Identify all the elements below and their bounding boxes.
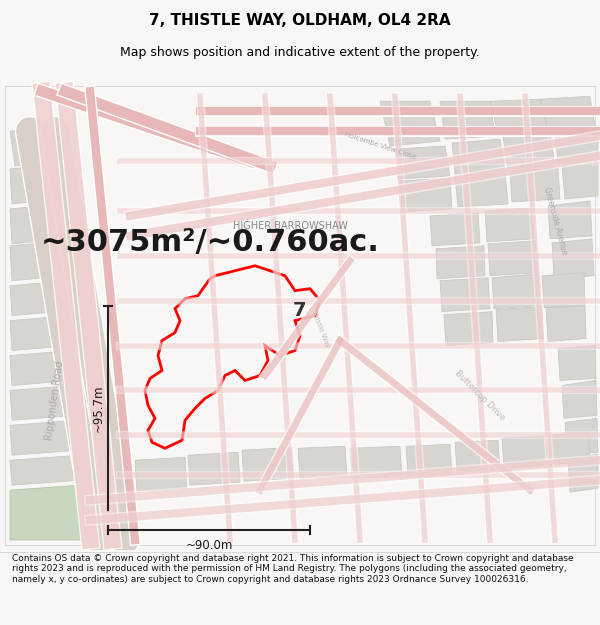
Polygon shape	[562, 163, 598, 199]
Polygon shape	[10, 351, 74, 386]
Polygon shape	[10, 126, 60, 166]
Polygon shape	[80, 462, 132, 495]
Text: Ripponden Road: Ripponden Road	[44, 360, 65, 441]
Text: HIGHER BARROWSHAW: HIGHER BARROWSHAW	[233, 221, 347, 231]
Polygon shape	[490, 99, 548, 133]
Polygon shape	[10, 455, 80, 485]
Polygon shape	[298, 446, 347, 478]
Polygon shape	[452, 139, 505, 174]
Polygon shape	[548, 201, 592, 239]
Polygon shape	[10, 281, 70, 316]
Text: Buttercup Drive: Buttercup Drive	[453, 369, 507, 423]
Polygon shape	[496, 307, 543, 341]
Polygon shape	[135, 458, 187, 491]
Polygon shape	[10, 164, 62, 204]
Polygon shape	[548, 432, 590, 464]
Text: 7, THISTLE WAY, OLDHAM, OL4 2RA: 7, THISTLE WAY, OLDHAM, OL4 2RA	[149, 12, 451, 28]
Polygon shape	[542, 272, 585, 308]
Polygon shape	[350, 446, 402, 478]
Polygon shape	[488, 241, 537, 276]
Polygon shape	[510, 168, 560, 202]
Text: 7: 7	[293, 301, 307, 320]
Polygon shape	[565, 418, 598, 455]
Text: Greenside Avenue: Greenside Avenue	[542, 186, 568, 256]
Polygon shape	[10, 204, 65, 244]
Polygon shape	[188, 452, 240, 485]
Polygon shape	[440, 101, 495, 139]
Text: Holcombe View Close: Holcombe View Close	[343, 132, 416, 161]
Polygon shape	[444, 312, 493, 346]
Text: ~95.7m: ~95.7m	[91, 384, 104, 432]
Polygon shape	[485, 208, 534, 242]
Polygon shape	[10, 386, 76, 421]
Text: Thistle Way: Thistle Way	[310, 309, 331, 348]
Polygon shape	[492, 274, 540, 309]
Polygon shape	[546, 306, 586, 341]
Polygon shape	[562, 381, 597, 418]
Polygon shape	[455, 173, 508, 207]
Polygon shape	[242, 448, 294, 481]
Polygon shape	[430, 213, 480, 246]
Polygon shape	[503, 133, 555, 169]
Polygon shape	[400, 178, 452, 212]
Polygon shape	[406, 444, 452, 476]
Text: ~90.0m: ~90.0m	[185, 539, 233, 551]
FancyBboxPatch shape	[5, 86, 595, 545]
Polygon shape	[540, 96, 595, 131]
Polygon shape	[395, 146, 450, 179]
Polygon shape	[10, 241, 68, 281]
Polygon shape	[10, 316, 72, 351]
Polygon shape	[502, 436, 547, 468]
Polygon shape	[436, 246, 485, 279]
Polygon shape	[568, 454, 598, 492]
Text: Map shows position and indicative extent of the property.: Map shows position and indicative extent…	[120, 46, 480, 59]
Text: Contains OS data © Crown copyright and database right 2021. This information is : Contains OS data © Crown copyright and d…	[12, 554, 574, 584]
Polygon shape	[10, 421, 78, 455]
Polygon shape	[380, 101, 440, 146]
Polygon shape	[10, 485, 100, 540]
Polygon shape	[558, 346, 596, 381]
Polygon shape	[455, 440, 500, 472]
Polygon shape	[552, 239, 594, 279]
Polygon shape	[440, 278, 490, 312]
Text: ~3075m²/~0.760ac.: ~3075m²/~0.760ac.	[41, 228, 379, 258]
Polygon shape	[555, 126, 598, 164]
